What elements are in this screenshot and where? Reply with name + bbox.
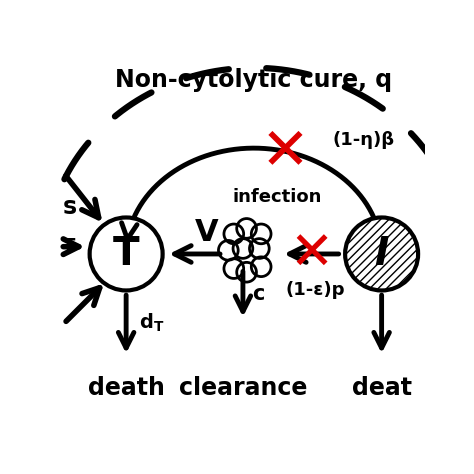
Text: $\mathbf{d_T}$: $\mathbf{d_T}$ [139, 312, 164, 335]
Text: (1-ε)p: (1-ε)p [285, 282, 345, 300]
Text: death: death [88, 376, 164, 400]
Text: ✕: ✕ [289, 228, 334, 280]
Text: ✕: ✕ [260, 123, 309, 180]
Text: T: T [62, 237, 76, 256]
Text: c: c [252, 284, 264, 304]
Circle shape [90, 218, 163, 291]
Text: clearance: clearance [179, 376, 307, 400]
Circle shape [345, 218, 418, 291]
Text: infection: infection [233, 188, 322, 206]
Text: s: s [62, 194, 76, 219]
Text: I: I [374, 235, 389, 273]
Text: T: T [113, 235, 139, 273]
Text: deat: deat [352, 376, 411, 400]
Text: V: V [195, 218, 218, 246]
Text: Non-cytolytic cure, q: Non-cytolytic cure, q [115, 68, 392, 92]
Text: (1-η)β: (1-η)β [332, 131, 394, 149]
